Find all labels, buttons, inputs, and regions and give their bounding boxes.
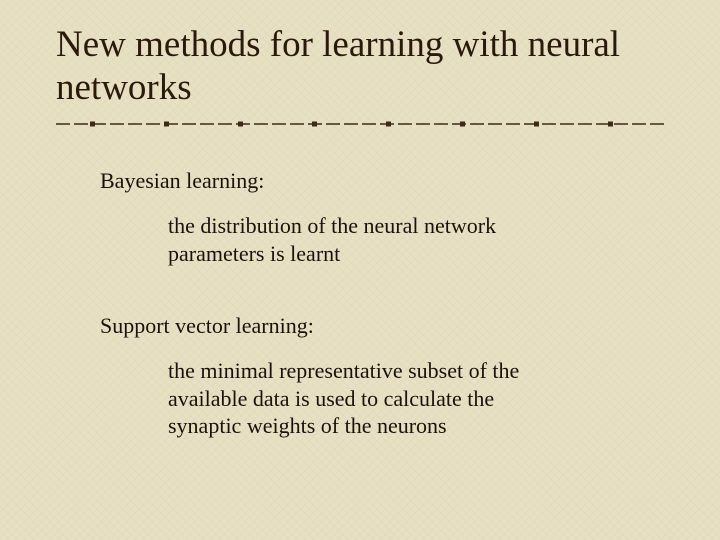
title-separator <box>56 121 664 127</box>
slide-content: Bayesian learning: the distribution of t… <box>56 168 664 440</box>
section-label: Support vector learning: <box>100 313 664 339</box>
section-gap <box>100 267 664 313</box>
section-body: the distribution of the neural network p… <box>100 212 570 267</box>
section-bayesian: Bayesian learning: the distribution of t… <box>100 168 664 267</box>
section-svm: Support vector learning: the minimal rep… <box>100 313 664 440</box>
section-label: Bayesian learning: <box>100 168 664 194</box>
slide-title: New methods for learning with neural net… <box>56 24 664 109</box>
slide: New methods for learning with neural net… <box>0 0 720 540</box>
section-body: the minimal representative subset of the… <box>100 357 570 440</box>
